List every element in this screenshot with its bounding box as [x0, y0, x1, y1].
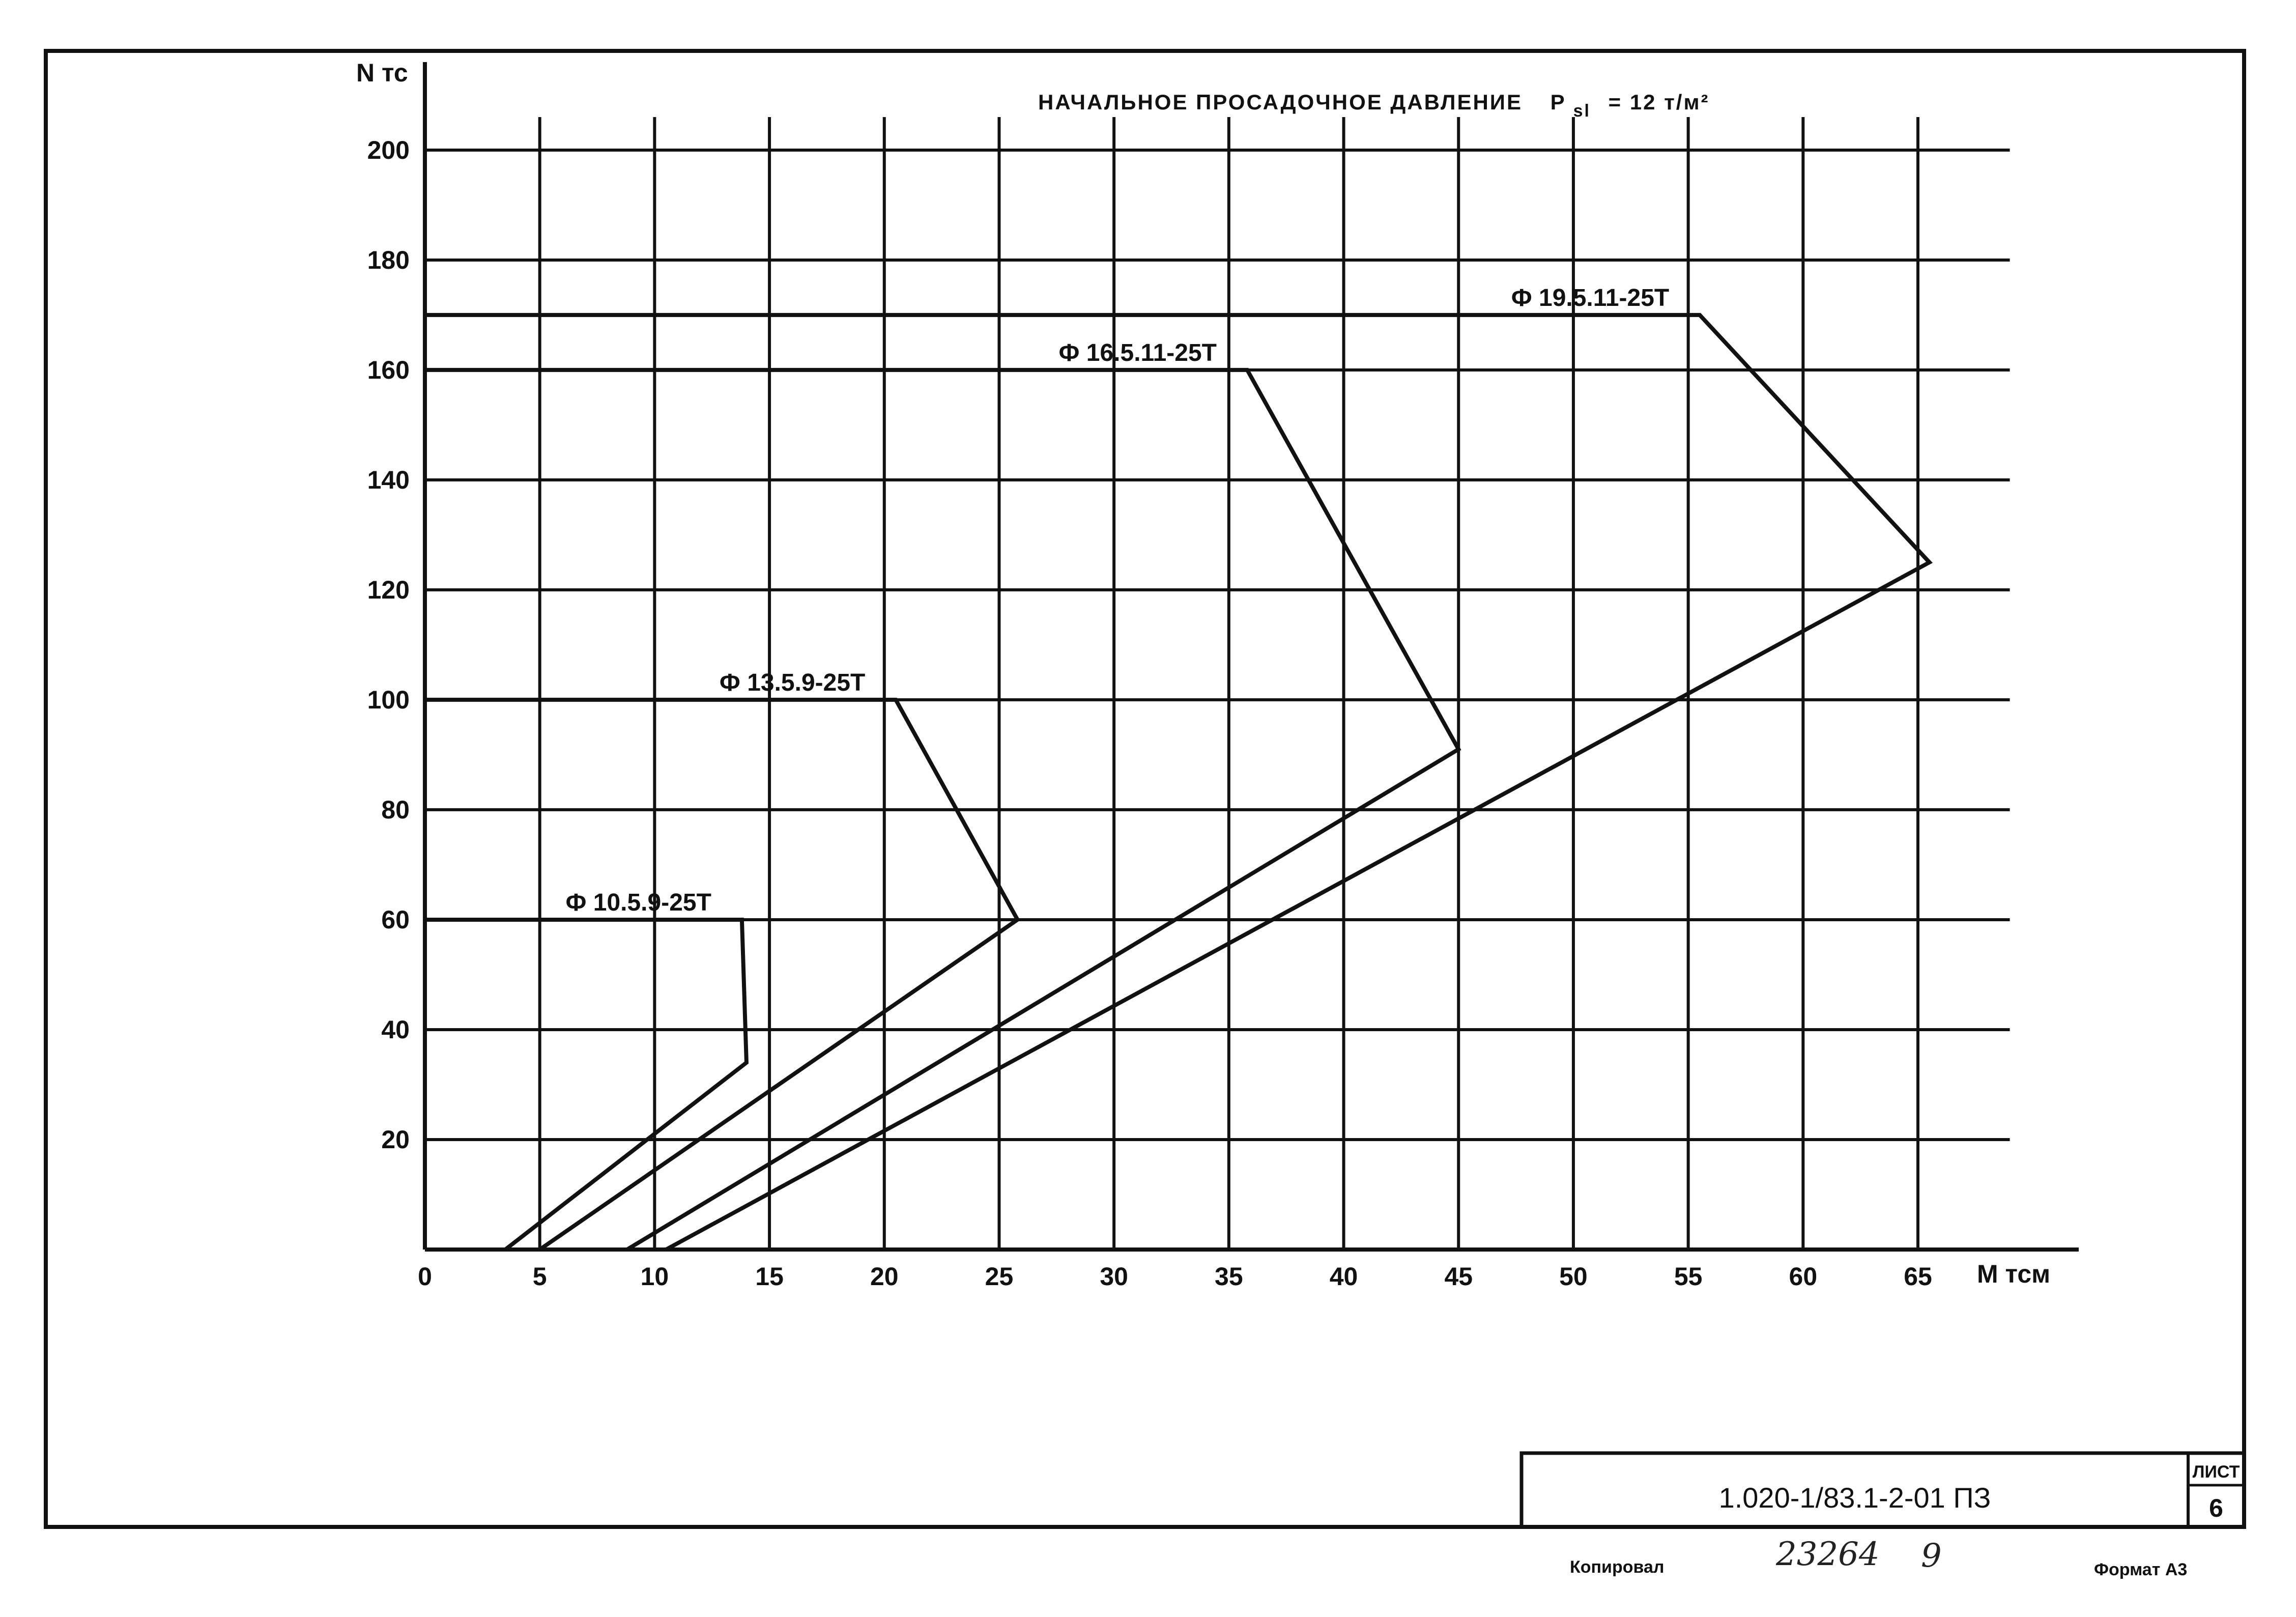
series-label: Ф 13.5.9-25Т — [720, 669, 865, 696]
y-tick-label: 180 — [367, 246, 410, 274]
x-tick-labels: 0 5 10 15 20 25 30 35 40 45 50 55 60 65 — [418, 1262, 1932, 1291]
document-code: 1.020-1/83.1-2-01 ПЗ — [1719, 1482, 1991, 1514]
title-block-frame — [1519, 1451, 2246, 1529]
y-tick-label: 100 — [367, 686, 410, 714]
title-block: 1.020-1/83.1-2-01 ПЗ ЛИСТ 6 Копировал 23… — [1519, 1451, 2246, 1579]
y-tick-label: 140 — [367, 466, 410, 494]
sheet-label: ЛИСТ — [2193, 1462, 2240, 1482]
format-label: Формат А3 — [2094, 1560, 2187, 1579]
chart: 0 5 10 15 20 25 30 35 40 45 50 55 60 65 20 40 60 80 100 12… — [356, 59, 2079, 1291]
chart-title-text: НАЧАЛЬНОЕ ПРОСАДОЧНОЕ ДАВЛЕНИЕ — [1038, 90, 1523, 114]
x-tick-label: 45 — [1444, 1262, 1473, 1291]
x-tick-label: 50 — [1559, 1262, 1588, 1291]
chart-series — [425, 313, 1933, 1252]
chart-title-subscript: sl — [1573, 101, 1591, 121]
sheet-frame — [44, 49, 2246, 1529]
series-label: Ф 16.5.11-25Т — [1058, 339, 1217, 366]
series-line — [425, 313, 1933, 1252]
x-tick-label: 5 — [533, 1262, 547, 1291]
y-tick-label: 160 — [367, 356, 410, 384]
series-line — [425, 697, 1020, 1252]
y-axis-label: N тс — [356, 59, 408, 87]
series-line — [425, 367, 1461, 1252]
copied-label: Копировал — [1570, 1557, 1664, 1577]
y-tick-label: 60 — [381, 905, 410, 934]
x-tick-label: 10 — [641, 1262, 669, 1291]
series-labels: Ф 10.5.9-25Т Ф 13.5.9-25Т Ф 16.5.11-25Т Ф 1… — [565, 285, 1669, 916]
x-axis-label: M тсм — [1977, 1260, 2050, 1288]
y-tick-label: 120 — [367, 576, 410, 604]
series-label: Ф 10.5.9-25Т — [565, 889, 711, 916]
x-tick-label: 15 — [755, 1262, 784, 1291]
y-tick-label: 200 — [367, 136, 410, 164]
chart-title-symbol: P — [1551, 90, 1566, 114]
y-tick-labels: 20 40 60 80 100 120 140 160 180 200 — [367, 136, 410, 1154]
x-tick-label: 0 — [418, 1262, 432, 1291]
inventory-suffix: 9 — [1921, 1537, 1942, 1575]
x-tick-label: 40 — [1330, 1262, 1358, 1291]
y-tick-label: 20 — [381, 1125, 410, 1154]
x-tick-label: 65 — [1904, 1262, 1932, 1291]
y-tick-label: 40 — [381, 1015, 410, 1044]
x-tick-label: 35 — [1215, 1262, 1243, 1291]
sheet-number: 6 — [2209, 1494, 2223, 1522]
chart-grid — [425, 117, 2010, 1250]
x-tick-label: 25 — [985, 1262, 1014, 1291]
x-tick-label: 20 — [870, 1262, 899, 1291]
x-tick-label: 55 — [1674, 1262, 1703, 1291]
chart-axes — [423, 62, 2079, 1252]
x-tick-label: 30 — [1100, 1262, 1128, 1291]
series-line — [425, 917, 749, 1252]
x-tick-label: 60 — [1789, 1262, 1818, 1291]
series-label: Ф 19.5.11-25Т — [1511, 285, 1670, 311]
chart-title-value: = 12 т/м² — [1609, 90, 1710, 114]
inventory-number: 23264 — [1775, 1536, 1880, 1573]
chart-title: НАЧАЛЬНОЕ ПРОСАДОЧНОЕ ДАВЛЕНИЕ P sl = 12… — [1038, 90, 1710, 121]
y-tick-label: 80 — [381, 796, 410, 824]
